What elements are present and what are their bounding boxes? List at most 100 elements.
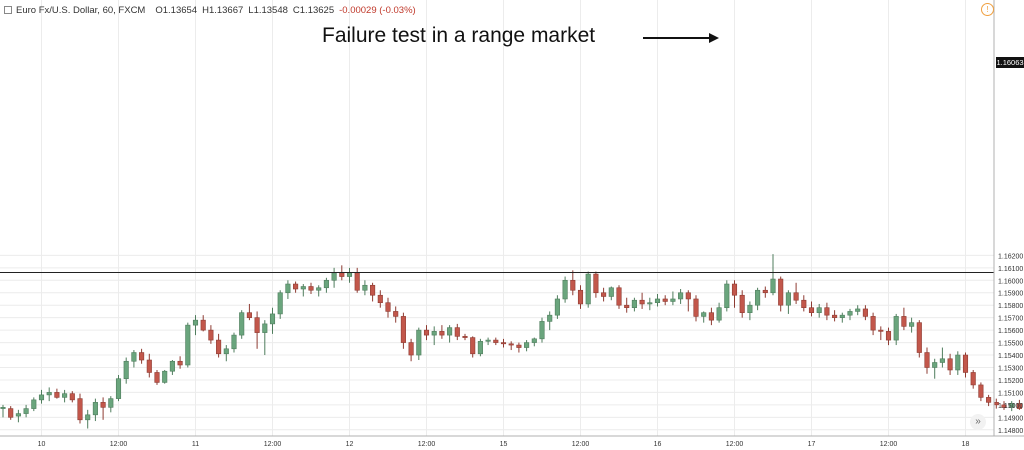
warning-icon[interactable]: ! <box>981 3 994 16</box>
candle <box>670 291 676 306</box>
grid <box>0 0 994 436</box>
candle-body <box>192 319 199 326</box>
candle <box>624 297 630 313</box>
candle <box>208 325 214 344</box>
candle-body <box>986 397 992 403</box>
candle-body <box>1009 403 1015 408</box>
low-value: L1.13548 <box>248 4 288 16</box>
candle-body <box>570 279 576 291</box>
candle-body <box>1016 403 1022 409</box>
candle-body <box>400 316 406 343</box>
candle <box>300 284 306 297</box>
candle-body <box>31 399 37 409</box>
candle-body <box>747 304 753 313</box>
candle <box>493 337 499 346</box>
candle-body <box>316 287 322 291</box>
candle-body <box>847 311 853 316</box>
candle-body <box>154 372 160 383</box>
x-tick-label: 15 <box>500 441 508 448</box>
candle <box>770 254 776 296</box>
candle-body <box>354 272 360 291</box>
y-tick-label: 1.14900 <box>998 415 1023 422</box>
candle <box>554 295 560 319</box>
candle-body <box>23 408 29 414</box>
candle <box>454 323 460 341</box>
candle-body <box>408 342 414 356</box>
candle-body <box>262 323 268 333</box>
candle <box>932 358 938 379</box>
candle-body <box>616 287 622 306</box>
scroll-to-realtime-button[interactable]: » <box>970 414 986 430</box>
candle <box>8 406 14 420</box>
candle-body <box>454 327 460 337</box>
candle <box>447 325 453 343</box>
candle <box>570 270 576 296</box>
candle-body <box>447 327 453 336</box>
candle <box>708 307 714 326</box>
candle <box>508 341 514 351</box>
candle-body <box>1001 404 1007 408</box>
candle-body <box>277 292 283 315</box>
candle-body <box>932 362 938 368</box>
candle <box>731 280 738 308</box>
high-value: H1.13667 <box>202 4 244 16</box>
candle-body <box>762 289 768 294</box>
candle <box>23 404 29 418</box>
candle <box>246 303 252 321</box>
candle <box>778 276 784 312</box>
candle <box>100 397 106 420</box>
candle <box>462 333 468 341</box>
candle <box>808 301 815 317</box>
candle-body <box>477 341 483 355</box>
candle-body <box>708 312 714 321</box>
x-tick-label: 18 <box>962 441 970 448</box>
candle <box>701 311 707 323</box>
x-tick-label: 12:00 <box>880 441 898 448</box>
y-tick-label: 1.15800 <box>998 303 1023 310</box>
candle <box>323 277 329 293</box>
candle-body <box>146 359 152 373</box>
symbol-label[interactable]: Euro Fx/U.S. Dollar, 60, FXCM <box>16 4 146 16</box>
candle-body <box>462 336 468 338</box>
candle-body <box>755 289 761 306</box>
y-tick-label: 1.15300 <box>998 365 1023 372</box>
candle <box>192 315 199 336</box>
close-value: C1.13625 <box>292 4 335 16</box>
ohlc-values: O1.13654 H1.13667 L1.13548 C1.13625 -0.0… <box>155 5 415 16</box>
candle-body <box>162 370 168 383</box>
candle-body <box>223 348 229 355</box>
candle <box>177 356 183 369</box>
candle-body <box>208 329 214 341</box>
candle <box>885 327 892 346</box>
candle-body <box>108 398 114 408</box>
candle <box>801 295 807 312</box>
x-tick-label: 10 <box>38 441 46 448</box>
candle <box>485 337 491 346</box>
collapse-icon[interactable] <box>4 6 12 14</box>
candle <box>400 312 406 349</box>
candle <box>216 333 222 358</box>
candle <box>370 282 376 302</box>
candle <box>577 285 584 309</box>
candle <box>316 285 322 297</box>
candle <box>169 360 175 375</box>
candle <box>115 374 122 402</box>
candle <box>678 289 684 304</box>
candle <box>146 353 152 378</box>
candle-body <box>970 372 976 386</box>
candle-body <box>901 316 907 327</box>
candle-body <box>562 279 568 300</box>
y-tick-label: 1.15500 <box>998 341 1023 348</box>
candle <box>893 313 899 346</box>
candle <box>439 325 445 339</box>
candle-body <box>801 299 807 308</box>
chart-header: Euro Fx/U.S. Dollar, 60, FXCM O1.13654 H… <box>4 3 416 17</box>
candle-body <box>516 344 522 348</box>
candle-body <box>246 312 252 318</box>
candle-body <box>531 338 537 343</box>
candle <box>38 389 45 404</box>
candle-body <box>508 343 514 346</box>
candle <box>416 327 422 361</box>
candle <box>785 290 791 314</box>
